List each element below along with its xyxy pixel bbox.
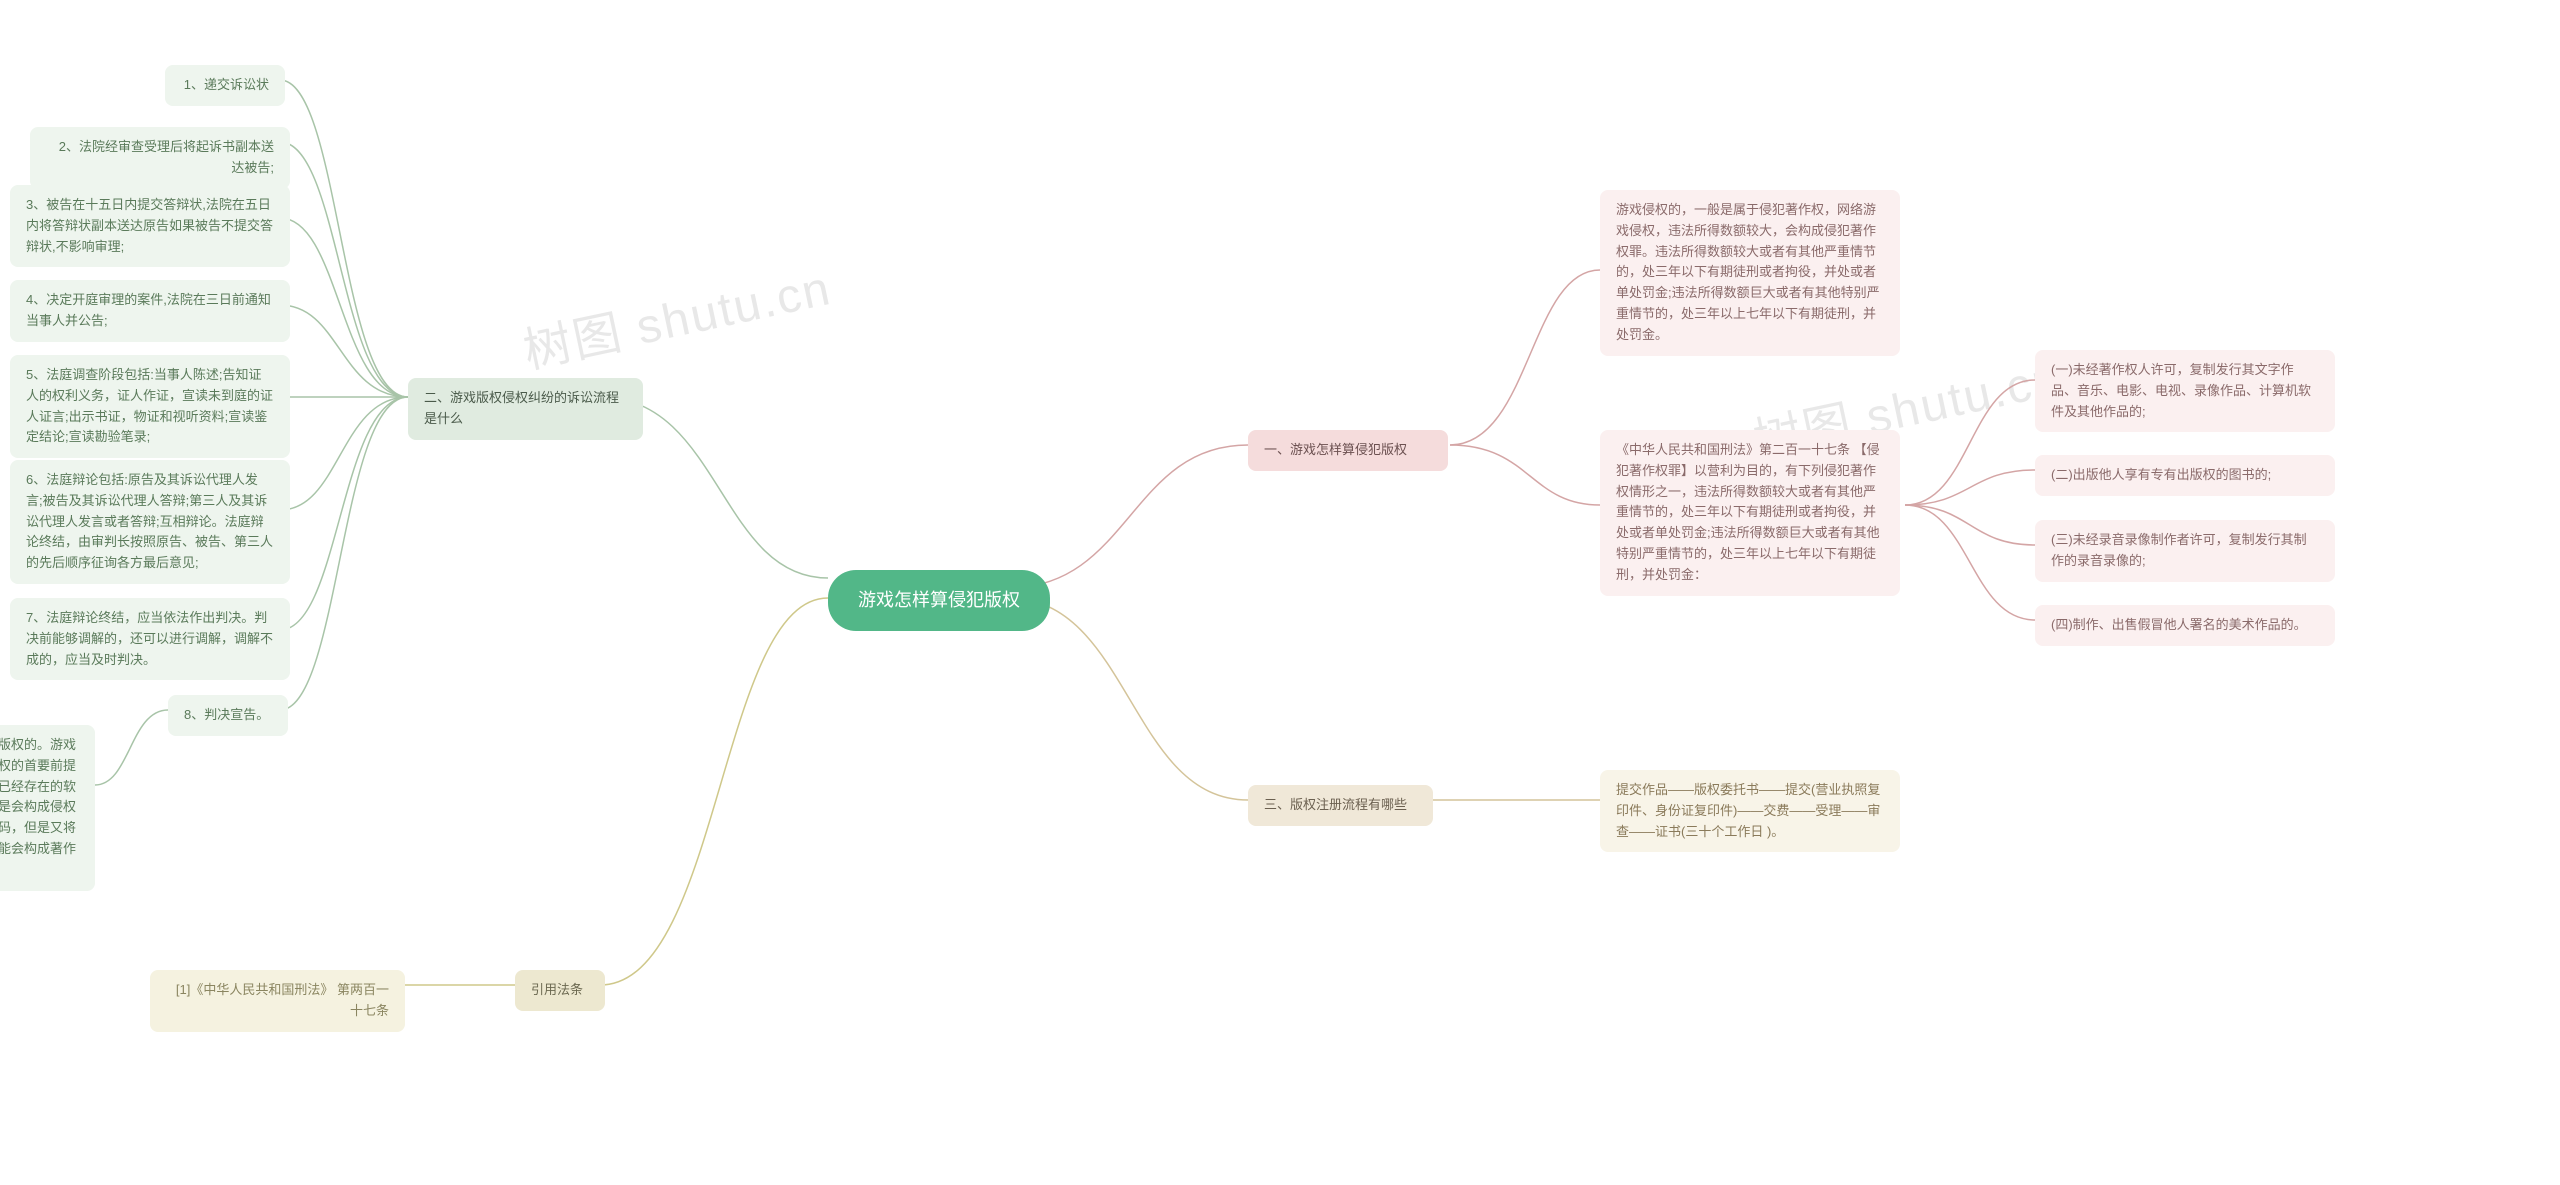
branch2-leaf-6: 6、法庭辩论包括:原告及其诉讼代理人发言;被告及其诉讼代理人答辩;第三人及其诉讼… (10, 460, 290, 584)
branch1-sub-1: (一)未经著作权人许可，复制发行其文字作品、音乐、电影、电视、录像作品、计算机软… (2035, 350, 2335, 432)
branch-3: 三、版权注册流程有哪些 (1248, 785, 1433, 826)
branch4-leaf-1: [1]《中华人民共和国刑法》 第两百一十七条 (150, 970, 405, 1032)
branch1-sub-4: (四)制作、出售假冒他人署名的美术作品的。 (2035, 605, 2335, 646)
mindmap-center: 游戏怎样算侵犯版权 (828, 570, 1050, 631)
branch1-sub-2: (二)出版他人享有专有出版权的图书的; (2035, 455, 2335, 496)
branch2-leaf-8: 8、判决宣告。 (168, 695, 288, 736)
branch1-leaf-b: 《中华人民共和国刑法》第二百一十七条 【侵犯著作权罪】以营利为目的，有下列侵犯著… (1600, 430, 1900, 596)
branch2-leaf-7: 7、法庭辩论终结，应当依法作出判决。判决前能够调解的，还可以进行调解，调解不成的… (10, 598, 290, 680)
branch2-leaf-2: 2、法院经审查受理后将起诉书副本送达被告; (30, 127, 290, 189)
branch1-leaf-a: 游戏侵权的，一般是属于侵犯著作权，网络游戏侵权，违法所得数额较大，会构成侵犯著作… (1600, 190, 1900, 356)
branch-4: 引用法条 (515, 970, 605, 1011)
branch2-leaf-5: 5、法庭调查阶段包括:当事人陈述;告知证人的权利义务，证人作证，宣读未到庭的证人… (10, 355, 290, 458)
branch2-leaf-8-sub: 游戏在完成之后，也是可以申请版权的。游戏作为软件方面的作品可以获得版权的首要前提… (0, 725, 95, 891)
branch-2: 二、游戏版权侵权纠纷的诉讼流程是什么 (408, 378, 643, 440)
branch2-leaf-3: 3、被告在十五日内提交答辩状,法院在五日内将答辩状副本送达原告如果被告不提交答辩… (10, 185, 290, 267)
branch-1: 一、游戏怎样算侵犯版权 (1248, 430, 1448, 471)
watermark: 树图 shutu.cn (516, 248, 837, 382)
branch1-sub-3: (三)未经录音录像制作者许可，复制发行其制作的录音录像的; (2035, 520, 2335, 582)
branch2-leaf-1: 1、递交诉讼状 (165, 65, 285, 106)
branch3-leaf-1: 提交作品——版权委托书——提交(营业执照复印件、身份证复印件)——交费——受理—… (1600, 770, 1900, 852)
branch2-leaf-4: 4、决定开庭审理的案件,法院在三日前通知当事人并公告; (10, 280, 290, 342)
